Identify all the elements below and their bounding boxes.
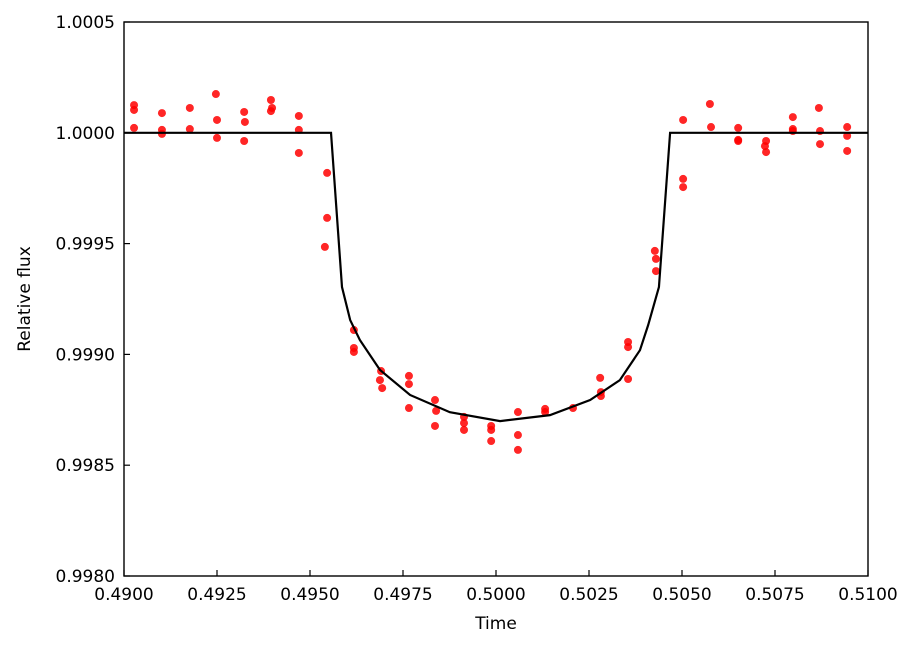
y-tick-label: 0.9990 (56, 345, 115, 365)
data-point (130, 105, 139, 114)
data-point (432, 406, 441, 415)
data-point (157, 109, 166, 118)
y-tick-label: 1.0000 (56, 124, 115, 144)
data-point (185, 125, 194, 134)
data-point (679, 174, 688, 183)
data-point (513, 431, 522, 440)
data-point (378, 384, 387, 393)
data-point (213, 133, 221, 142)
data-point (430, 421, 439, 430)
data-point (404, 404, 413, 413)
y-tick-label: 0.9980 (56, 567, 115, 587)
data-point (404, 380, 413, 389)
data-point (213, 115, 221, 124)
data-point (762, 148, 771, 157)
data-point (294, 111, 303, 120)
data-point (651, 254, 660, 263)
data-point (487, 437, 496, 446)
data-point (650, 246, 659, 255)
x-tick-label: 0.5050 (652, 585, 711, 605)
data-point (734, 136, 743, 145)
x-tick-label: 0.5000 (466, 585, 525, 605)
data-point (707, 123, 716, 132)
data-point (266, 96, 275, 105)
data-point (430, 396, 439, 405)
x-axis-label: Time (474, 614, 517, 634)
data-point (323, 168, 332, 177)
data-point (487, 425, 496, 434)
data-point (240, 136, 249, 145)
data-point (788, 113, 797, 122)
plot-frame (123, 21, 869, 577)
data-point (596, 373, 605, 382)
x-tick-label: 0.5100 (838, 585, 897, 605)
data-point (240, 117, 249, 126)
x-tick-label: 0.4925 (187, 585, 246, 605)
data-point (404, 371, 413, 380)
y-tick-label: 0.9995 (56, 235, 115, 255)
data-point (320, 242, 329, 251)
data-point (679, 183, 688, 192)
x-tick-label: 0.4900 (94, 585, 153, 605)
data-point (651, 267, 660, 276)
data-point (843, 131, 852, 140)
data-point (679, 115, 688, 124)
data-point (734, 123, 743, 132)
x-tick-label: 0.5075 (745, 585, 804, 605)
data-point (157, 129, 166, 138)
data-point (375, 376, 384, 385)
data-point (294, 148, 303, 157)
data-point (323, 213, 332, 222)
data-point (760, 142, 769, 151)
data-point (349, 347, 358, 356)
data-point (843, 146, 852, 155)
data-point (266, 107, 275, 116)
data-point (705, 99, 714, 108)
data-point (130, 123, 139, 132)
data-point (624, 374, 633, 383)
data-point (460, 425, 469, 434)
y-tick-label: 1.0005 (56, 13, 115, 33)
x-tick-label: 0.4975 (373, 585, 432, 605)
data-point (185, 103, 194, 112)
x-tick-label: 0.5025 (559, 585, 618, 605)
y-axis-label: Relative flux (15, 246, 35, 352)
data-point (240, 107, 249, 116)
data-point (460, 419, 469, 428)
data-point (816, 140, 825, 149)
y-tick-label: 0.9985 (56, 456, 115, 476)
data-point (843, 123, 852, 132)
model-line (124, 131, 868, 423)
x-tick-label: 0.4950 (280, 585, 339, 605)
data-point (624, 343, 633, 352)
data-point (541, 408, 550, 417)
data-point (513, 408, 522, 417)
data-point (211, 90, 220, 99)
data-point (513, 445, 522, 454)
data-point (814, 103, 823, 112)
